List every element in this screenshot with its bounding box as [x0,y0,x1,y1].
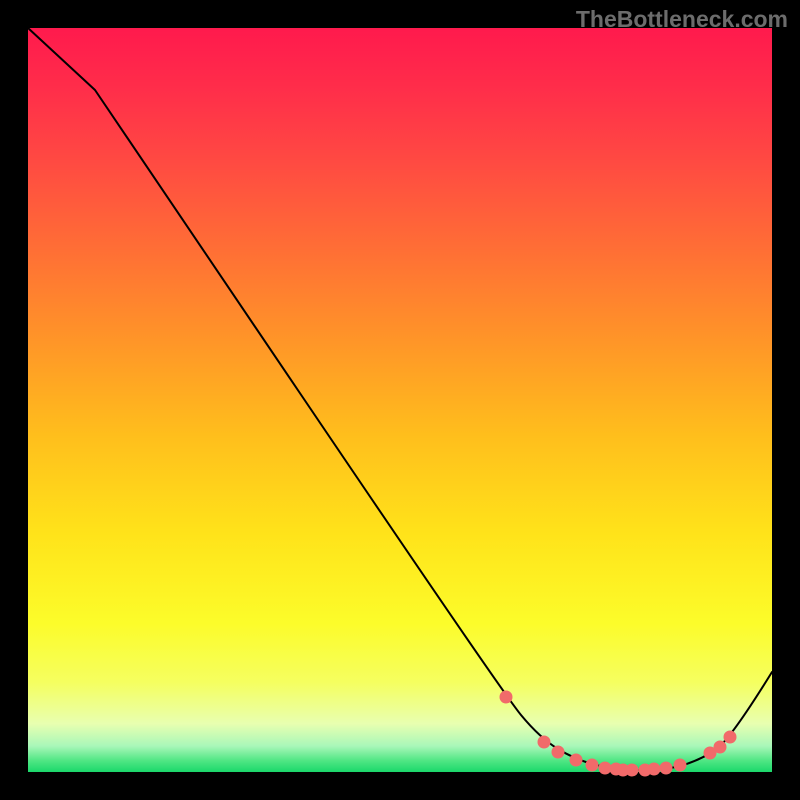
curve-marker [552,746,564,758]
chart-root: TheBottleneck.com [0,0,800,800]
curve-marker [570,754,582,766]
watermark-text: TheBottleneck.com [576,6,788,33]
plot-gradient-background [28,28,772,772]
curve-marker [648,763,660,775]
curve-marker [626,764,638,776]
curve-marker [660,762,672,774]
curve-marker [724,731,736,743]
curve-marker [599,762,611,774]
curve-marker [538,736,550,748]
curve-marker [586,759,598,771]
chart-svg [0,0,800,800]
curve-marker [500,691,512,703]
curve-marker [714,741,726,753]
curve-marker [674,759,686,771]
